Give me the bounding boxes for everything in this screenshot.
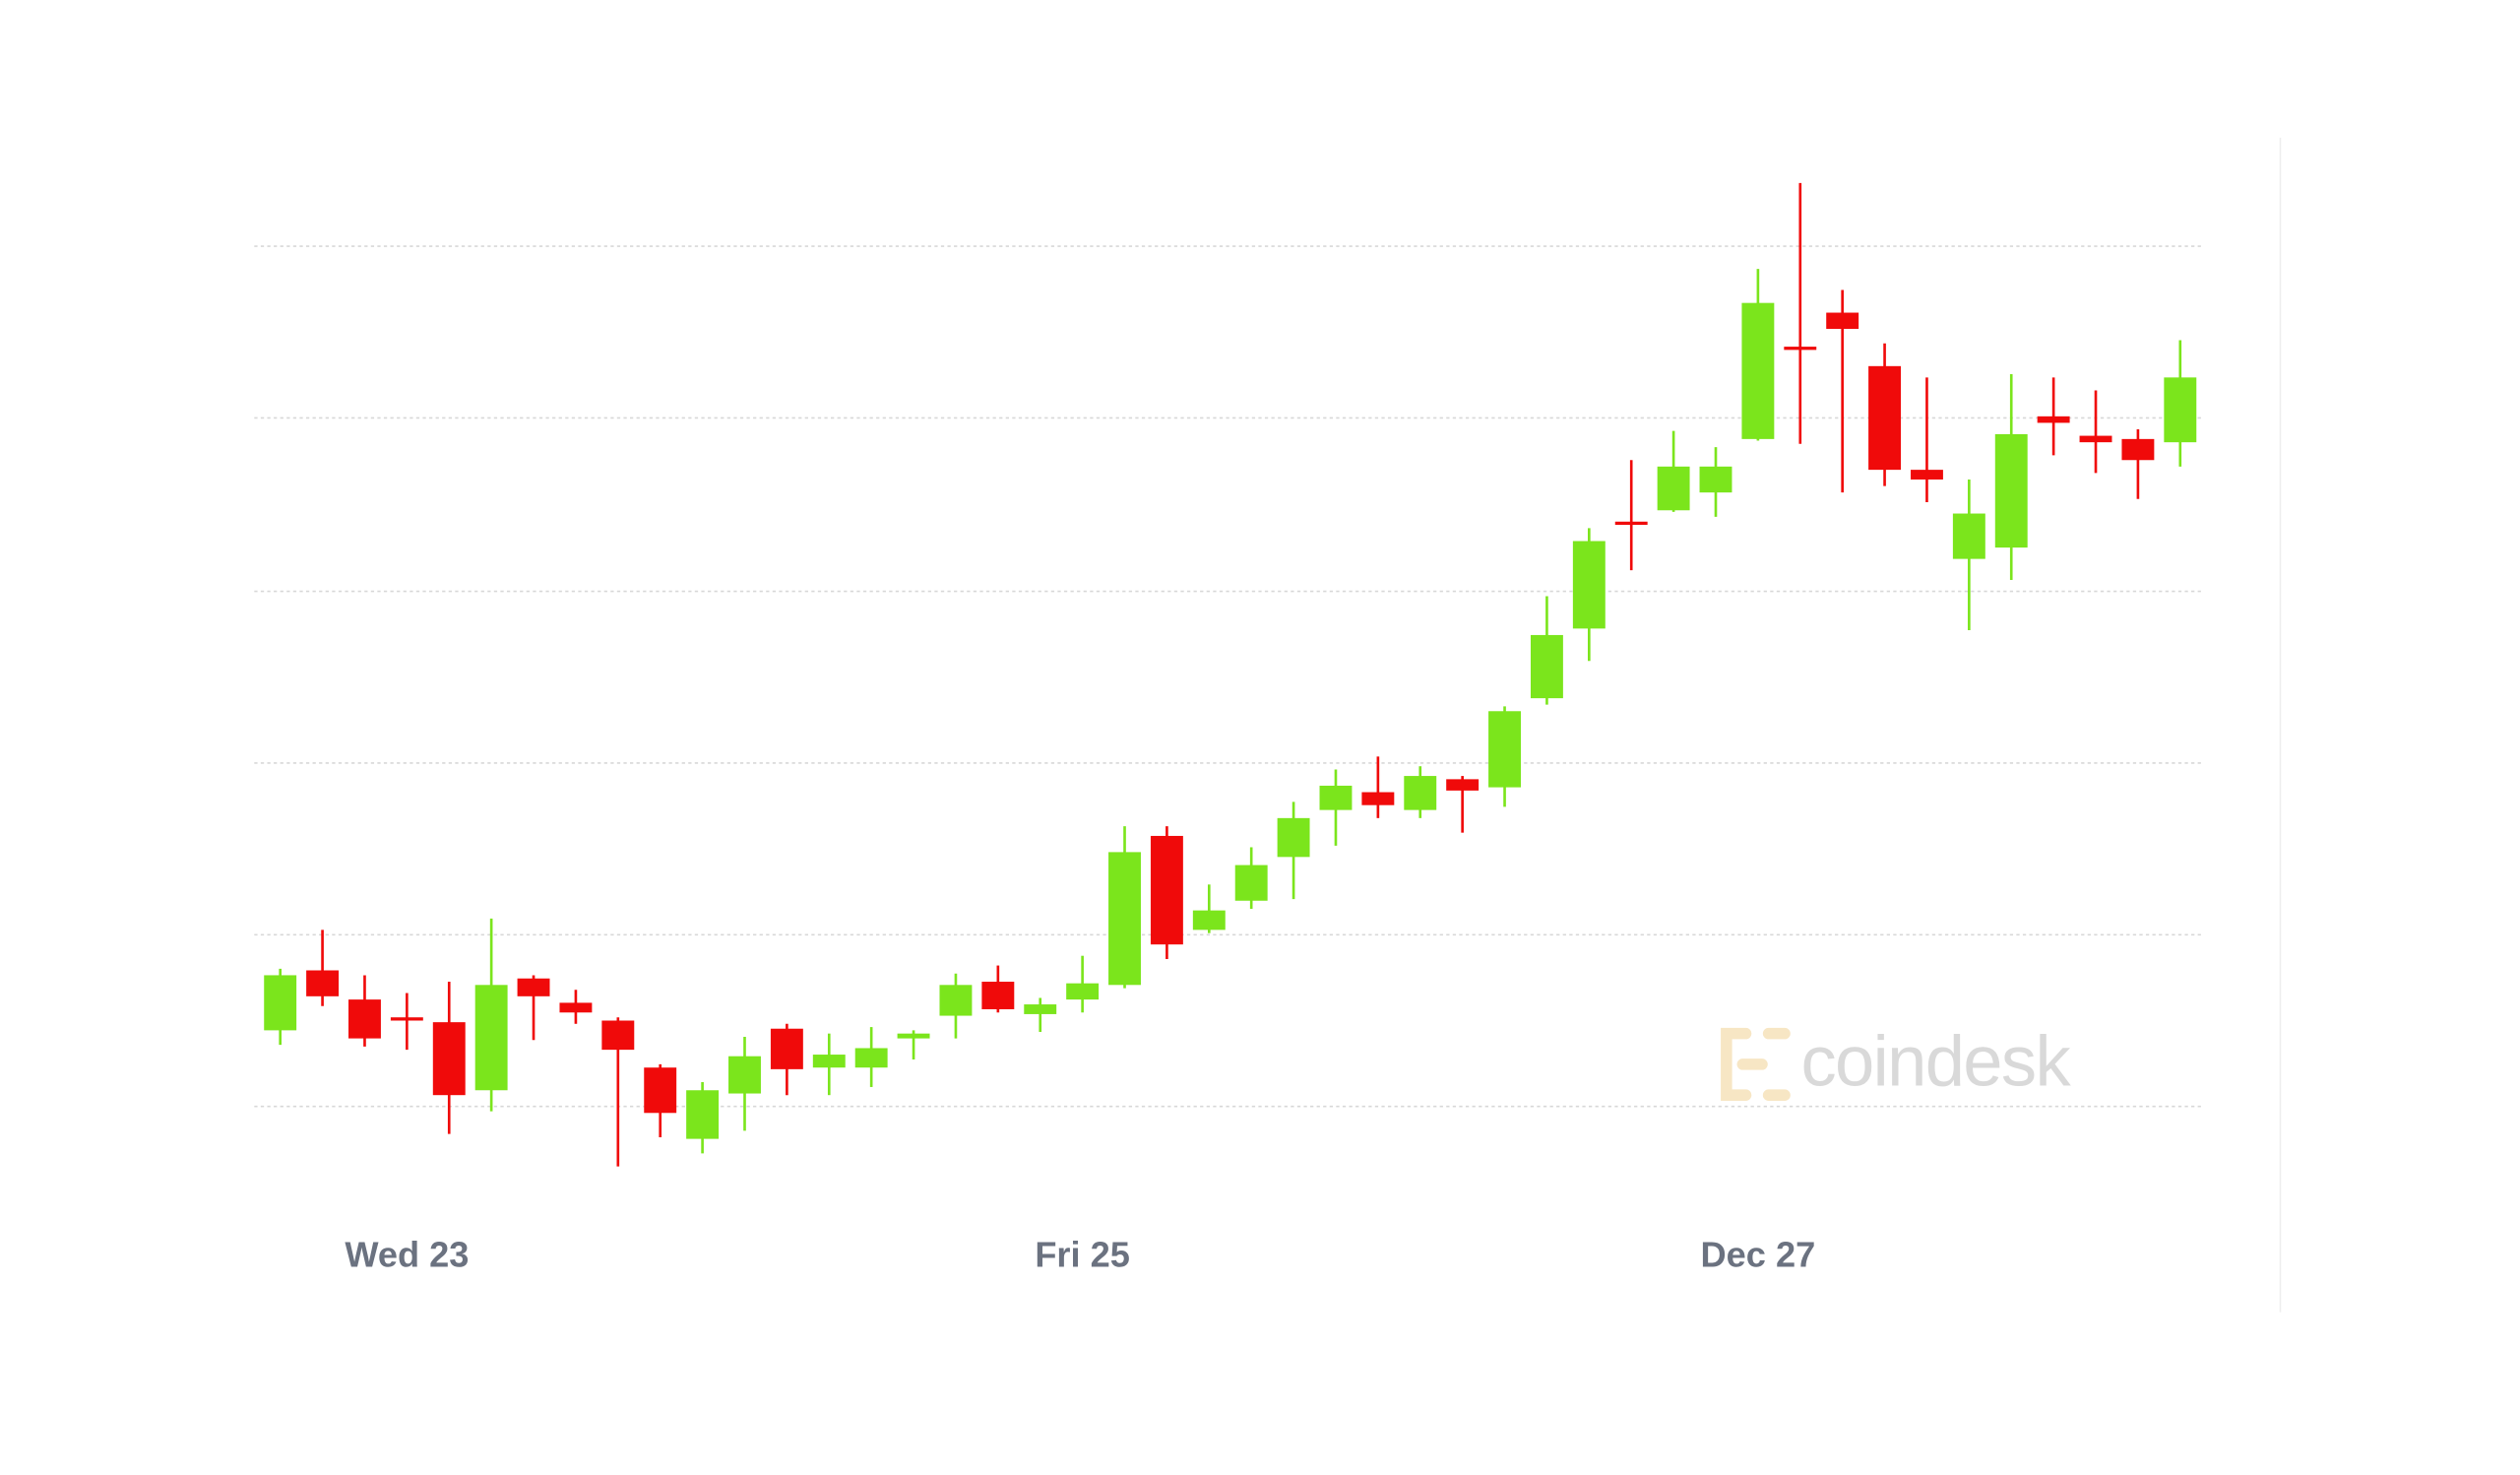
candle-body [1192,910,1226,930]
candle-body [601,1020,635,1051]
candle-body [1911,470,1943,480]
candle-body [1404,776,1437,810]
candle-body [1108,852,1141,986]
x-tick-label: Wed 23 [345,1235,469,1275]
candle-body [1488,711,1521,788]
candle-body [812,1055,846,1068]
candle-body [897,1033,930,1039]
x-tick-label: Dec 27 [1701,1235,1816,1275]
candle-body [348,999,381,1039]
candle-body [1319,785,1353,810]
candle-body [1150,835,1183,945]
candle-body [1784,347,1817,351]
candle-body [1277,817,1310,858]
candle-body [264,975,297,1031]
candle-body [2079,435,2112,443]
candle-body [2164,377,2197,443]
candle-body [981,982,1015,1009]
candle-body [1868,365,1902,471]
watermark: coindesk [1801,1021,2072,1101]
candle-body [770,1028,803,1069]
watermark-logo [1721,1027,1791,1101]
candle-body [728,1056,761,1094]
candle-body [1657,466,1690,511]
candle-body [1446,779,1480,791]
candle-body [1234,865,1268,901]
candle-body [306,970,340,996]
candle-body [1952,513,1985,559]
candle-body [1994,433,2028,548]
candle-body [2037,416,2070,423]
candle-body [1572,541,1606,629]
candle-body [390,1017,423,1021]
candle-body [1741,302,1775,439]
candle-body [1699,466,1732,493]
candle-body [854,1048,888,1068]
x-tick-label: Fri 25 [1035,1235,1130,1275]
candle-body [1066,983,1100,1000]
candle-body [517,978,550,996]
candle-body [432,1022,466,1096]
candle-body [939,985,973,1016]
candle-body [1024,1004,1057,1014]
candle-body [1361,792,1395,805]
candle-body [559,1002,593,1013]
candle-body [644,1067,677,1114]
candle-body [1530,634,1563,699]
candle-body [474,985,508,1091]
candle-body [2121,438,2155,461]
candle-body [1614,521,1648,526]
candle-body [1826,312,1859,329]
candle-body [686,1090,720,1139]
